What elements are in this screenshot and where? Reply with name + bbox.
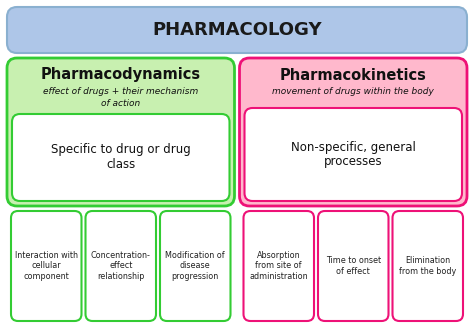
FancyBboxPatch shape [85, 211, 156, 321]
FancyBboxPatch shape [160, 211, 230, 321]
Text: Pharmacodynamics: Pharmacodynamics [41, 68, 201, 83]
FancyBboxPatch shape [392, 211, 463, 321]
Text: Concentration-
effect
relationship: Concentration- effect relationship [91, 251, 151, 281]
FancyBboxPatch shape [245, 108, 462, 201]
FancyBboxPatch shape [318, 211, 389, 321]
FancyBboxPatch shape [12, 114, 229, 201]
FancyBboxPatch shape [7, 58, 235, 206]
Text: Non-specific, general
processes: Non-specific, general processes [291, 140, 416, 169]
Text: effect of drugs + their mechanism: effect of drugs + their mechanism [43, 88, 199, 96]
Text: Interaction with
cellular
component: Interaction with cellular component [15, 251, 78, 281]
Text: Modification of
disease
progression: Modification of disease progression [165, 251, 225, 281]
Text: Elimination
from the body: Elimination from the body [399, 256, 456, 276]
Text: Absorption
from site of
administration: Absorption from site of administration [249, 251, 308, 281]
FancyBboxPatch shape [7, 7, 467, 53]
Text: Time to onset
of effect: Time to onset of effect [326, 256, 381, 276]
FancyBboxPatch shape [11, 211, 82, 321]
FancyBboxPatch shape [244, 211, 314, 321]
Text: PHARMACOLOGY: PHARMACOLOGY [152, 21, 322, 39]
Text: Specific to drug or drug
class: Specific to drug or drug class [51, 144, 191, 172]
Text: movement of drugs within the body: movement of drugs within the body [272, 87, 434, 95]
Text: of action: of action [101, 99, 140, 109]
Text: Pharmacokinetics: Pharmacokinetics [280, 68, 427, 83]
FancyBboxPatch shape [239, 58, 467, 206]
